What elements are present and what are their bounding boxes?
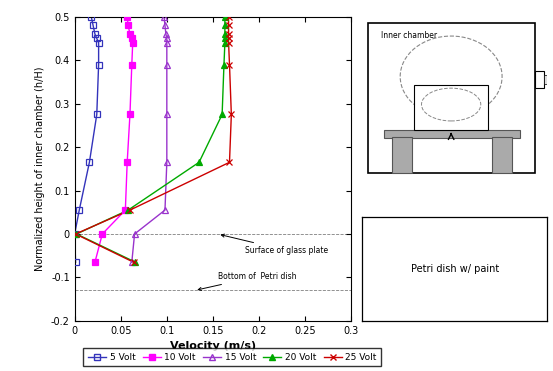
25 Volt xyxy=(226,160,233,164)
20 Volt xyxy=(222,23,228,27)
Bar xyxy=(414,85,488,129)
10 Volt xyxy=(124,160,131,164)
5 Volt xyxy=(95,62,102,67)
15 Volt xyxy=(131,232,138,236)
10 Volt xyxy=(122,208,129,212)
Line: 5 Volt: 5 Volt xyxy=(72,14,101,265)
15 Volt xyxy=(164,62,170,67)
20 Volt xyxy=(73,232,80,236)
Line: 10 Volt: 10 Volt xyxy=(92,14,135,265)
15 Volt xyxy=(163,32,169,36)
5 Volt xyxy=(93,36,100,41)
20 Volt xyxy=(219,112,226,117)
Text: Bottom of  Petri dish: Bottom of Petri dish xyxy=(198,272,296,290)
X-axis label: Velocity (m/s): Velocity (m/s) xyxy=(170,341,256,351)
5 Volt xyxy=(86,160,93,164)
Bar xyxy=(544,75,549,84)
15 Volt xyxy=(164,36,170,41)
Text: Inner chamber: Inner chamber xyxy=(381,31,437,40)
10 Volt xyxy=(128,62,135,67)
10 Volt xyxy=(129,40,136,45)
25 Volt xyxy=(225,32,232,36)
25 Volt xyxy=(228,112,234,117)
5 Volt xyxy=(71,232,78,236)
Line: 15 Volt: 15 Volt xyxy=(129,14,170,265)
20 Volt xyxy=(222,14,228,19)
Bar xyxy=(535,71,544,88)
25 Volt xyxy=(225,36,232,41)
25 Volt xyxy=(131,260,137,265)
10 Volt xyxy=(127,112,133,117)
25 Volt xyxy=(226,62,233,67)
25 Volt xyxy=(72,232,79,236)
5 Volt xyxy=(72,260,79,265)
15 Volt xyxy=(161,208,168,212)
25 Volt xyxy=(225,14,232,19)
15 Volt xyxy=(161,14,168,19)
15 Volt xyxy=(128,260,135,265)
5 Volt xyxy=(88,14,95,19)
10 Volt xyxy=(124,14,131,19)
Bar xyxy=(368,23,535,173)
10 Volt xyxy=(92,260,98,265)
10 Volt xyxy=(127,32,133,36)
Line: 25 Volt: 25 Volt xyxy=(73,14,234,265)
10 Volt xyxy=(99,232,106,236)
20 Volt xyxy=(132,260,139,265)
Ellipse shape xyxy=(421,88,481,121)
20 Volt xyxy=(196,160,202,164)
Bar xyxy=(392,137,412,173)
20 Volt xyxy=(221,62,227,67)
25 Volt xyxy=(127,208,133,212)
15 Volt xyxy=(164,40,170,45)
5 Volt xyxy=(93,112,100,117)
10 Volt xyxy=(125,23,132,27)
20 Volt xyxy=(222,36,228,41)
5 Volt xyxy=(92,32,98,36)
Text: Surface of glass plate: Surface of glass plate xyxy=(221,234,328,255)
Y-axis label: Normalized height of inner chamber (h/H): Normalized height of inner chamber (h/H) xyxy=(35,66,45,271)
20 Volt xyxy=(222,40,228,45)
25 Volt xyxy=(225,23,232,27)
Bar xyxy=(492,137,512,173)
Bar xyxy=(384,129,520,138)
15 Volt xyxy=(164,112,170,117)
20 Volt xyxy=(222,32,228,36)
25 Volt xyxy=(225,40,232,45)
10 Volt xyxy=(128,36,135,41)
5 Volt xyxy=(90,23,96,27)
15 Volt xyxy=(164,160,170,164)
Line: 20 Volt: 20 Volt xyxy=(74,14,228,265)
Text: Petri dish w/ paint: Petri dish w/ paint xyxy=(411,264,499,274)
15 Volt xyxy=(161,23,168,27)
5 Volt xyxy=(95,40,102,45)
20 Volt xyxy=(125,208,132,212)
Legend: 5 Volt, 10 Volt, 15 Volt, 20 Volt, 25 Volt: 5 Volt, 10 Volt, 15 Volt, 20 Volt, 25 Vo… xyxy=(84,348,381,367)
Ellipse shape xyxy=(400,36,502,117)
5 Volt xyxy=(76,208,82,212)
